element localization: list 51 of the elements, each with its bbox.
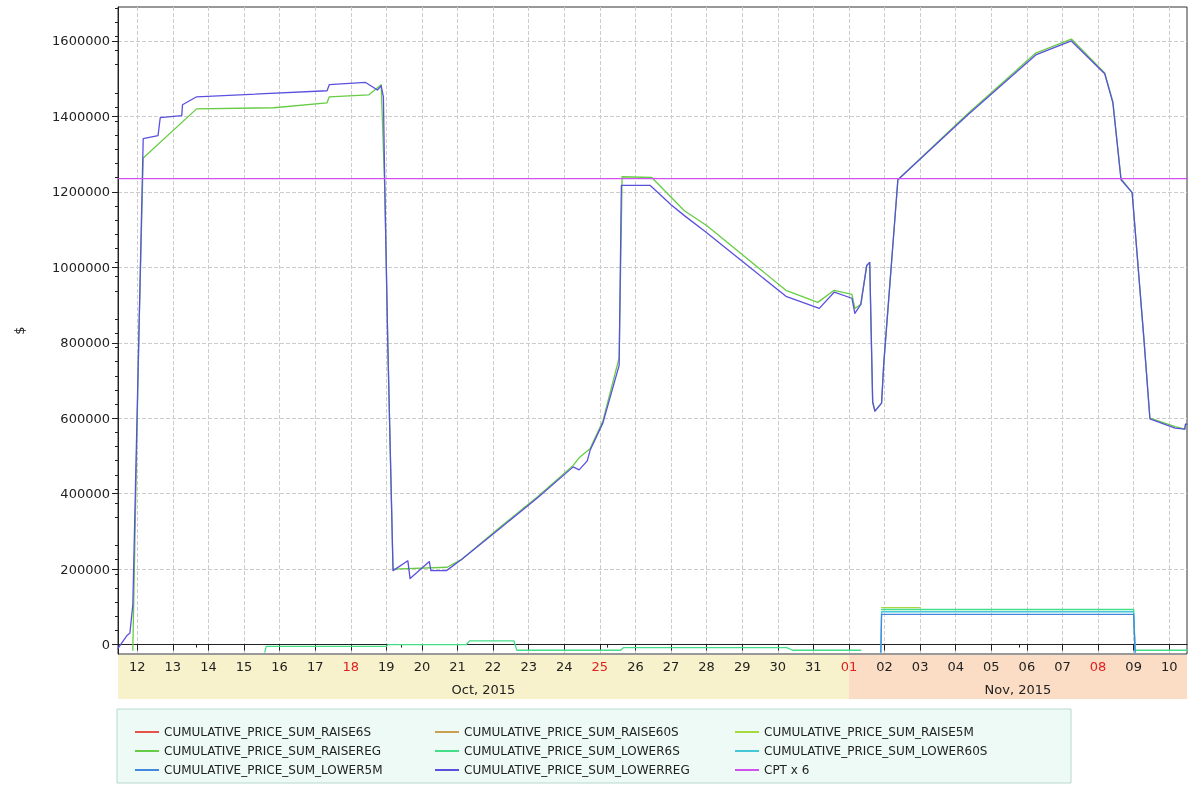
x-tick-label: 22 [484,659,502,674]
x-tick-label: 31 [805,659,822,674]
x-tick-label: 20 [413,659,431,674]
x-tick-label: 16 [271,659,288,674]
x-tick-label: 08 [1089,659,1107,674]
x-tick-label: 13 [164,659,182,674]
x-tick-label: 06 [1018,659,1036,674]
legend-label: CUMULATIVE_PRICE_SUM_LOWERREG [464,763,690,777]
y-tick-label: 0 [101,637,110,653]
x-tick-label: 21 [449,659,466,674]
x-tick-label: 25 [591,659,609,674]
x-tick-label: 26 [627,659,644,674]
y-tick-label: 1200000 [52,184,110,200]
y-axis-title: $ [12,326,27,335]
x-tick-label: 15 [235,659,253,674]
x-tick-label: 17 [306,659,324,674]
x-tick-label: 02 [876,659,893,674]
legend-label: CPT x 6 [764,763,810,777]
legend-label: CUMULATIVE_PRICE_SUM_LOWER5M [164,763,383,777]
y-tick-label: 200000 [60,561,110,577]
x-tick-label: 04 [947,659,964,674]
y-tick-label: 1000000 [52,259,110,275]
legend-label: CUMULATIVE_PRICE_SUM_LOWER6S [464,744,680,758]
x-tick-label: 24 [556,659,573,674]
legend-label: CUMULATIVE_PRICE_SUM_RAISE60S [464,725,679,739]
legend-label: CUMULATIVE_PRICE_SUM_RAISEREG [164,744,382,758]
x-tick-label: 09 [1125,659,1142,674]
x-tick-label: 23 [520,659,537,674]
x-tick-label: 01 [840,659,858,674]
y-tick-label: 600000 [60,410,110,426]
x-tick-label: 10 [1160,659,1178,674]
legend-label: CUMULATIVE_PRICE_SUM_RAISE5M [764,725,974,739]
y-tick-label: 1600000 [52,33,110,49]
x-tick-label: 14 [200,659,217,674]
y-tick-label: 800000 [60,335,110,351]
x-tick-label: 28 [698,659,715,674]
x-tick-label: 05 [983,659,1000,674]
text: Oct, 2015 [451,681,516,697]
text: Nov, 2015 [984,681,1052,697]
x-tick-label: 27 [662,659,680,674]
x-tick-label: 29 [733,659,751,674]
legend-label: CUMULATIVE_PRICE_SUM_LOWER60S [764,744,988,758]
y-tick-label: 1400000 [52,108,110,124]
y-tick-label: 400000 [60,486,110,502]
x-tick-label: 18 [342,659,360,674]
x-tick-label: 30 [769,659,787,674]
x-tick-label: 07 [1054,659,1071,674]
x-tick-label: 12 [129,659,146,674]
x-tick-label: 19 [378,659,395,674]
legend-label: CUMULATIVE_PRICE_SUM_RAISE6S [164,725,372,739]
x-tick-label: 03 [911,659,929,674]
